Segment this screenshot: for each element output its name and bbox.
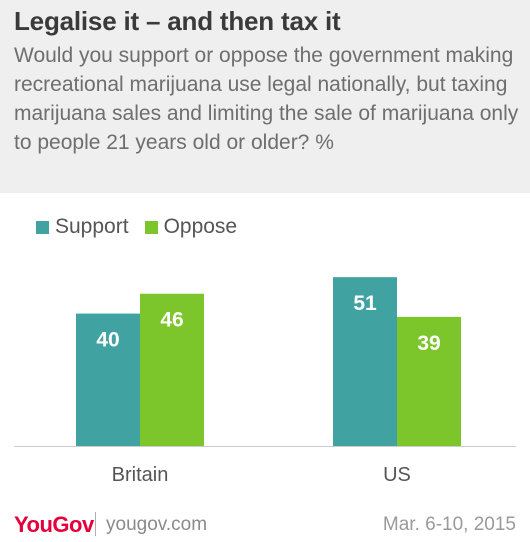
logo-you: You — [14, 512, 53, 537]
legend-item-oppose: Oppose — [144, 215, 238, 239]
bar-britain-oppose — [140, 293, 204, 446]
bar-us-oppose — [397, 316, 461, 446]
legend-swatch-oppose — [144, 220, 158, 234]
footer-date: Mar. 6-10, 2015 — [382, 514, 516, 535]
x-tick-label-us: US — [383, 464, 411, 486]
data-label-us-oppose: 39 — [417, 332, 440, 355]
data-label-britain-support: 40 — [96, 329, 119, 352]
legend-label-support: Support — [55, 215, 129, 238]
footer-site: yougov.com — [106, 514, 208, 535]
chart-subtitle: Would you support or oppose the governme… — [14, 44, 519, 154]
bar-britain-support — [76, 313, 140, 446]
data-label-us-support: 51 — [353, 292, 377, 315]
chart-header: Legalise it – and then tax it Would you … — [0, 0, 530, 193]
footer-divider — [95, 512, 96, 536]
legend-label-oppose: Oppose — [163, 215, 238, 238]
chart-title: Legalise it – and then tax it — [14, 6, 341, 36]
yougov-logo: YouGov — [14, 512, 94, 538]
logo-gov: Gov — [52, 512, 94, 537]
x-tick-label-britain: Britain — [112, 464, 169, 486]
legend-item-support: Support — [36, 215, 129, 239]
bar-us-support — [333, 277, 397, 446]
legend: Support Oppose — [36, 215, 253, 239]
data-label-britain-oppose: 46 — [160, 309, 183, 332]
legend-swatch-support — [36, 220, 49, 234]
